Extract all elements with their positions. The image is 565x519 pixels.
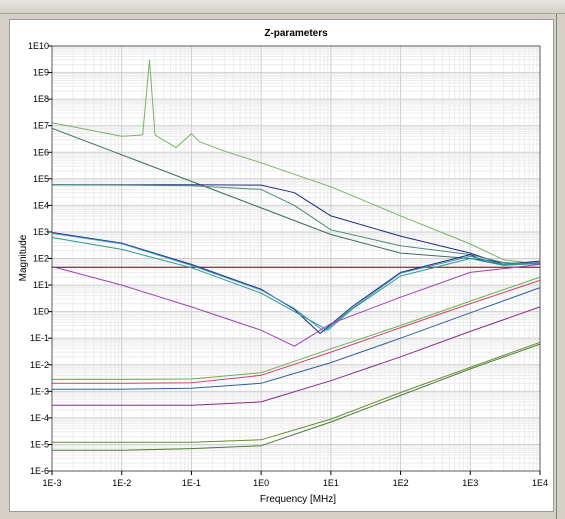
chart-title: Z-parameters [264, 28, 328, 39]
series-line-15 [52, 343, 541, 451]
series-line-4 [51, 184, 541, 265]
y-tick-label: 1E-1 [30, 333, 49, 343]
y-tick-label: 1E5 [33, 174, 49, 184]
series-layer [51, 59, 541, 451]
y-tick-label: 1E1 [33, 280, 49, 290]
series-line-10 [52, 276, 541, 380]
y-tick-label: 1E-4 [30, 413, 49, 423]
x-tick-label: 1E-3 [42, 478, 61, 488]
y-tick-label: 1E-2 [30, 360, 49, 370]
major-grid [51, 45, 541, 472]
series-line-9 [51, 263, 541, 347]
y-axis-label: Magnitude [18, 234, 29, 281]
x-tick-label: 1E-2 [112, 478, 131, 488]
y-tick-label: 1E-5 [30, 439, 49, 449]
x-tick-label: 1E2 [393, 478, 409, 488]
series-line-14 [52, 341, 541, 443]
series-line-7 [51, 232, 541, 332]
x-axis-label: Frequency [MHz] [260, 494, 336, 505]
series-line-13 [52, 306, 541, 406]
y-tick-label: 1E9 [33, 68, 49, 78]
z-parameters-chart: 1E-3 1E-2 1E-1 1E0 1E1 1E2 1E3 1E4 1E101E91E81E… [10, 20, 553, 511]
window-right-border [556, 14, 565, 519]
y-tick-label: 1E-6 [30, 466, 49, 476]
y-axis-ticks: 1E10 1E9 1E8 1E7 1E6 1E5 1E4 1E3 1E2 1E1 1E0 1E-1 1E… [28, 41, 52, 476]
y-tick-label: 1E2 [33, 254, 49, 264]
chart-panel: 1E-3 1E-2 1E-1 1E0 1E1 1E2 1E3 1E4 1E10 1E9 1E8 1E… [9, 19, 554, 512]
y-tick-label: 1E6 [33, 147, 49, 157]
series-line-8 [51, 237, 541, 331]
y-tick-label: 1E7 [33, 121, 49, 131]
series-line-1 [51, 59, 541, 265]
series-line-11 [52, 279, 541, 384]
x-axis-ticks: 1E-3 1E-2 1E-1 1E0 1E1 1E2 1E3 1E4 [42, 471, 548, 488]
y-tick-label: 1E0 [33, 307, 49, 317]
series-line-12 [52, 287, 541, 390]
chart-background [10, 20, 553, 511]
x-tick-label: 1E-1 [182, 478, 201, 488]
window-top-border [0, 0, 565, 14]
x-tick-label: 1E0 [253, 478, 269, 488]
y-tick-label: 1E10 [28, 41, 49, 51]
y-tick-label: 1E8 [33, 94, 49, 104]
x-tick-label: 1E4 [532, 478, 548, 488]
y-tick-label: 1E4 [33, 200, 49, 210]
y-tick-label: 1E3 [33, 227, 49, 237]
x-tick-label: 1E1 [323, 478, 339, 488]
x-tick-label: 1E3 [462, 478, 478, 488]
y-tick-label: 1E-3 [30, 386, 49, 396]
